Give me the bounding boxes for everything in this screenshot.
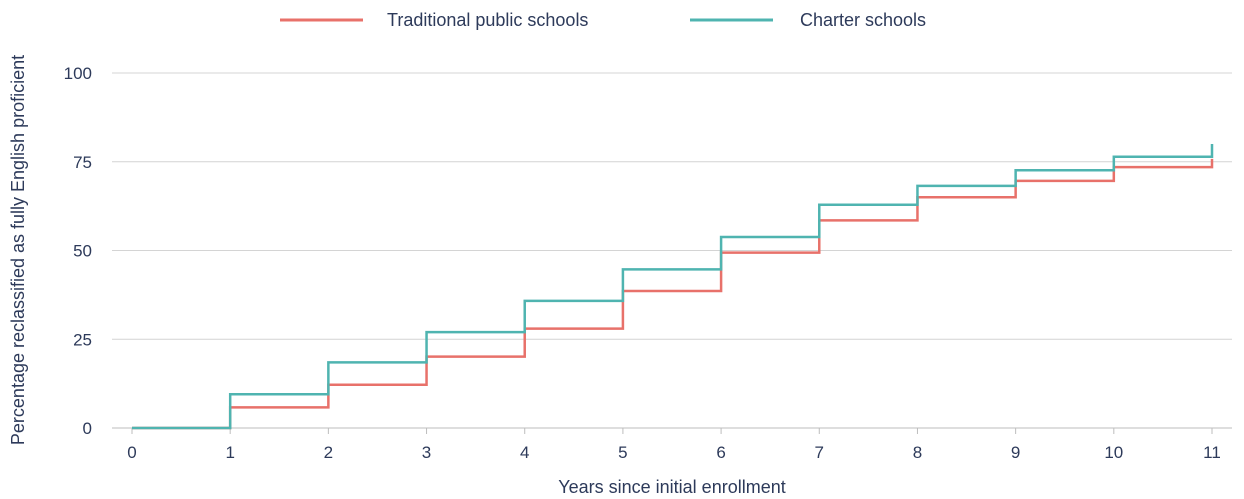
x-tick-label: 2 [324,443,333,462]
x-axis: 0 1 2 3 4 5 6 7 8 9 10 11 [112,427,1232,462]
x-tick-label: 10 [1104,443,1123,462]
y-axis: 0 25 50 75 100 [64,64,92,438]
x-tick-label: 5 [618,443,627,462]
x-tick-label: 6 [716,443,725,462]
x-tick-label: 9 [1011,443,1020,462]
legend: Traditional public schools Charter schoo… [280,10,926,30]
x-tick-label: 7 [815,443,824,462]
x-axis-title: Years since initial enrollment [558,477,785,497]
x-tick-label: 4 [520,443,529,462]
x-tick-label: 1 [225,443,234,462]
legend-label-charter: Charter schools [800,10,926,30]
plot-series [132,144,1214,430]
x-tick-label: 8 [913,443,922,462]
series-line-traditional [132,158,1214,430]
y-tick-label: 0 [83,419,92,438]
y-tick-label: 50 [73,242,92,261]
x-tick-label: 3 [422,443,431,462]
grid [112,72,1232,340]
legend-label-traditional: Traditional public schools [387,10,588,30]
series-line-charter [132,144,1214,430]
y-tick-label: 100 [64,64,92,83]
x-tick-label: 0 [127,443,136,462]
y-axis-title: Percentage reclassified as fully English… [8,55,28,445]
x-tick-label: 11 [1203,443,1221,462]
y-tick-label: 75 [73,153,92,172]
y-tick-label: 25 [73,330,92,349]
